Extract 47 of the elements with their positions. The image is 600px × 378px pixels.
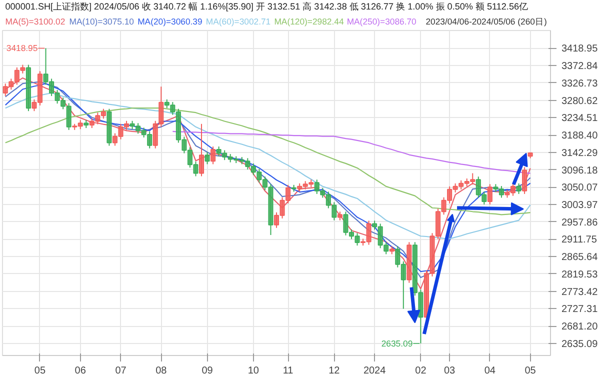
chart-subtitle: 2023/04/06-2024/05/06 (260日) xyxy=(426,16,547,26)
y-tick-label: 2681.20 xyxy=(562,322,598,333)
x-tick-label: 02 xyxy=(415,366,427,376)
y-tick-label: 3372.84 xyxy=(562,61,598,72)
y-tick-label: 3050.07 xyxy=(562,182,598,194)
y-tick-label: 2819.53 xyxy=(562,269,598,280)
x-tick-label: 10 xyxy=(248,366,260,376)
y-tick-label: 3188.40 xyxy=(562,130,598,142)
x-tick-label: 12 xyxy=(328,366,340,376)
candlestick xyxy=(210,146,216,165)
x-tick-label: 05 xyxy=(524,366,536,376)
x-tick-label: 06 xyxy=(74,366,86,376)
candlestick xyxy=(522,166,528,194)
candlestick xyxy=(198,123,204,177)
x-tick-label: 07 xyxy=(115,366,127,376)
text: MA(120)=2982.44 xyxy=(274,16,344,26)
y-tick-label: 2865.64 xyxy=(562,252,598,264)
y-tick-label: 3326.73 xyxy=(562,78,598,90)
x-tick-label: 11 xyxy=(282,366,294,376)
text: MA(250)=3086.70 xyxy=(346,16,417,26)
x-tick-label: 03 xyxy=(444,366,456,376)
y-tick-label: 3234.51 xyxy=(562,113,598,124)
y-tick-label: 2911.75 xyxy=(562,234,598,246)
y-tick-label: 3142.29 xyxy=(562,148,598,159)
x-tick-label: 2024 xyxy=(363,366,386,376)
x-tick-label: 09 xyxy=(202,366,214,376)
y-tick-label: 2957.86 xyxy=(562,217,598,228)
annotation: 3418.95 xyxy=(6,43,38,54)
text: MA(10)=3075.10 xyxy=(69,16,134,26)
candlestick xyxy=(516,182,522,194)
text: MA(5)=3100.02 xyxy=(5,16,66,26)
x-tick-label: 04 xyxy=(484,366,496,376)
y-tick-label: 3096.18 xyxy=(562,165,598,176)
y-tick-label: 2727.31 xyxy=(562,304,598,316)
chart-title: 000001.SH[上证指数] 2024/05/06 收 3140.72 幅 1.16%[35.90] 开 3132.51 高 3142.38 低 3126.77 换 1.00% 振 0.50% 额 5112.56亿 xyxy=(5,2,528,12)
y-tick-label: 2773.42 xyxy=(562,286,598,298)
candlestick xyxy=(487,184,492,205)
text: MA(60)=3002.71 xyxy=(206,16,271,26)
x-tick-label: 05 xyxy=(34,366,46,376)
y-tick-label: 3418.95 xyxy=(562,44,598,55)
x-tick-label: 08 xyxy=(156,366,168,376)
y-tick-label: 3280.62 xyxy=(562,96,598,107)
y-tick-label: 3003.97 xyxy=(562,200,598,211)
annotation: 2635.09 xyxy=(381,338,413,348)
text: MA(20)=3060.39 xyxy=(138,16,202,26)
y-tick-label: 2635.09 xyxy=(562,338,598,350)
candlestick xyxy=(204,152,210,165)
